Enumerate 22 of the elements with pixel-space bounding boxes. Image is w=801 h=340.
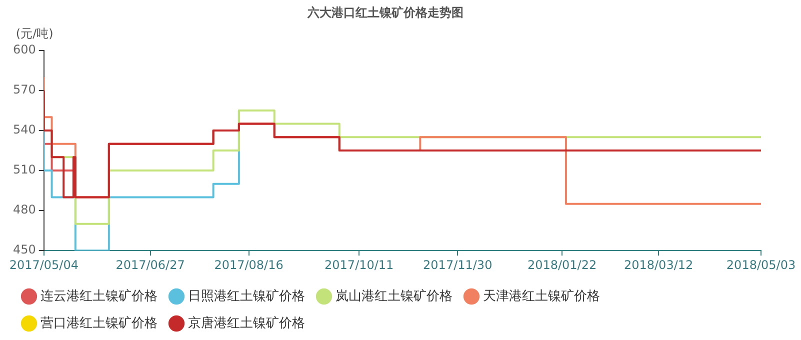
legend-label: 京唐港红土镍矿价格 [188,316,305,331]
y-tick-label: 540 [13,122,36,137]
legend-label: 日照港红土镍矿价格 [188,288,305,304]
chart-title: 六大港口红土镍矿价格走势图 [306,5,464,20]
x-tick-label: 2017/10/11 [324,258,394,272]
y-tick-label: 600 [13,42,36,57]
legend-label: 天津港红土镍矿价格 [483,288,600,304]
y-tick-label: 450 [13,242,36,257]
x-tick-label: 2017/05/04 [9,258,78,272]
y-tick-label: 570 [13,82,36,97]
x-tick-label: 2017/11/30 [423,258,492,272]
x-tick-label: 2018/01/22 [527,258,597,272]
legend-label: 营口港红土镍矿价格 [40,316,158,331]
x-tick-label: 2018/03/12 [624,258,694,272]
x-tick-label: 2017/06/27 [116,258,185,272]
y-tick-label: 480 [13,202,36,217]
x-tick-label: 2018/05/03 [726,258,796,272]
x-tick-label: 2017/08/16 [214,258,284,272]
legend-label: 连云港红土镍矿价格 [40,288,158,304]
y-axis-title: (元/吨) [16,26,54,41]
legend-label: 岚山港红土镍矿价格 [336,288,452,304]
y-tick-label: 510 [13,162,36,177]
